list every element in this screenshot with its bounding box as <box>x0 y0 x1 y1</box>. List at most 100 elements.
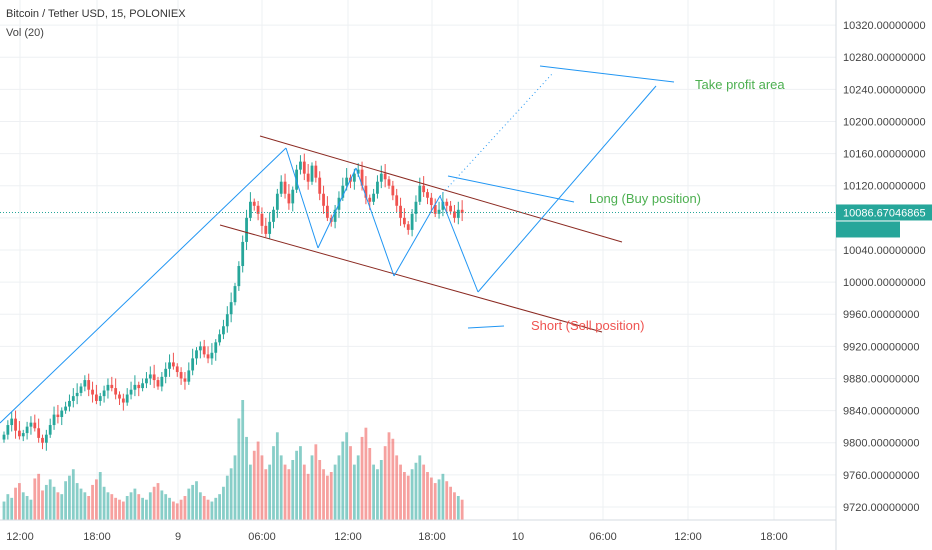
volume-bar <box>414 462 418 520</box>
volume-legend[interactable]: Vol (20) <box>6 27 44 39</box>
candle-body <box>145 378 148 384</box>
volume-bar <box>152 486 156 520</box>
volume-bar <box>441 473 445 520</box>
trend-line-rise[interactable] <box>0 147 287 424</box>
zigzag-segment[interactable] <box>317 167 357 249</box>
candle-body <box>14 418 17 431</box>
candle-body <box>368 197 372 202</box>
time-axis[interactable]: 12:00 18:00 9 06:00 12:00 18:00 10 06:00 12:00 18… <box>0 519 836 543</box>
volume-bar <box>183 496 187 520</box>
candle-body <box>18 430 21 437</box>
volume-bar <box>206 499 210 520</box>
volume-bar <box>79 488 83 520</box>
volume-bar <box>133 488 137 520</box>
short-entry-line[interactable] <box>467 325 505 329</box>
volume-bar <box>141 497 144 520</box>
time-tick-label: 12:00 <box>334 531 362 543</box>
volume-bar <box>102 486 106 520</box>
symbol-legend[interactable]: Bitcoin / Tether USD, 15, POLONIEX <box>6 8 186 20</box>
candle-body <box>141 383 144 389</box>
volume-bar <box>160 490 164 520</box>
candle-body <box>414 201 418 214</box>
candle-body <box>87 380 91 390</box>
candle-body <box>310 165 314 182</box>
zigzag-segment[interactable] <box>439 195 479 293</box>
drawing-lines[interactable] <box>0 65 836 424</box>
candle-body <box>260 213 264 226</box>
volume-bar <box>322 469 325 520</box>
candle-body <box>37 428 41 438</box>
volume-bar <box>56 492 60 520</box>
candle-body <box>91 389 94 395</box>
volume-bar <box>272 446 275 520</box>
candle-body <box>187 370 191 382</box>
volume-bar <box>245 436 248 520</box>
candle-body <box>121 398 125 403</box>
price-tick-label: 10000.00000000 <box>843 277 926 289</box>
price-tick-label: 10040.00000000 <box>843 245 926 257</box>
candle-body <box>156 380 160 387</box>
volume-bar <box>453 492 456 520</box>
price-axis[interactable]: 10320.00000000 10280.00000000 10240.000000… <box>835 0 926 550</box>
candle-body <box>125 394 129 403</box>
long-entry-line[interactable] <box>447 175 575 203</box>
candle-body <box>395 195 399 206</box>
candle-body <box>6 425 10 435</box>
candle-body <box>441 201 445 210</box>
volume-bar <box>291 460 295 520</box>
candle-body <box>25 426 29 434</box>
candle-body <box>256 205 260 214</box>
candle-body <box>318 177 322 194</box>
volume-bar <box>406 475 410 520</box>
candle-body <box>391 185 395 196</box>
candle-body <box>399 205 402 218</box>
candle-body <box>48 425 52 435</box>
volume-bar <box>391 438 395 520</box>
volume-bar <box>264 469 268 520</box>
zigzag-segment[interactable] <box>355 167 395 277</box>
volume-bar <box>71 469 75 520</box>
candle-body <box>302 161 306 174</box>
candle-body <box>291 189 295 204</box>
volume-bar <box>333 464 337 520</box>
time-tick-label: 18:00 <box>760 531 788 543</box>
volume-bar <box>29 499 33 520</box>
volume-bar <box>121 501 125 520</box>
candle-body <box>98 396 102 401</box>
candle-body <box>456 209 460 218</box>
volume-bar <box>376 469 379 520</box>
volume-bar <box>225 475 229 520</box>
channel-lower-line[interactable] <box>219 224 603 333</box>
volume-bar <box>18 483 21 520</box>
volume-bar <box>429 477 433 520</box>
volume-bar <box>295 450 298 520</box>
zigzag-segment[interactable] <box>393 195 441 277</box>
volume-bar <box>87 496 91 520</box>
volume-bar <box>372 464 375 520</box>
candle-body <box>218 334 221 343</box>
volume-bar <box>110 494 114 520</box>
volume-bar <box>191 484 195 520</box>
candle-body <box>410 213 414 230</box>
volume-bar <box>310 455 314 520</box>
price-tick-label: 10280.00000000 <box>843 52 926 64</box>
last-price-value: 10086.67046865 <box>843 207 926 219</box>
volume-bar <box>399 464 402 520</box>
take-profit-line[interactable] <box>539 65 675 83</box>
zigzag-segment[interactable] <box>285 147 319 249</box>
volume-bar <box>68 475 71 520</box>
time-tick-label: 9 <box>175 531 181 543</box>
volume-bar <box>2 501 6 520</box>
candle-body <box>306 173 310 182</box>
price-tick-label: 10320.00000000 <box>843 20 926 32</box>
candle-body <box>222 326 225 335</box>
candle-body <box>179 372 183 379</box>
channel-upper-line[interactable] <box>259 135 623 243</box>
time-tick-label: 18:00 <box>83 531 111 543</box>
volume-bar <box>345 432 349 520</box>
volume-bar <box>329 472 333 520</box>
volume-bar <box>75 483 79 520</box>
candle-body <box>68 400 71 407</box>
projection-line[interactable] <box>477 85 657 293</box>
